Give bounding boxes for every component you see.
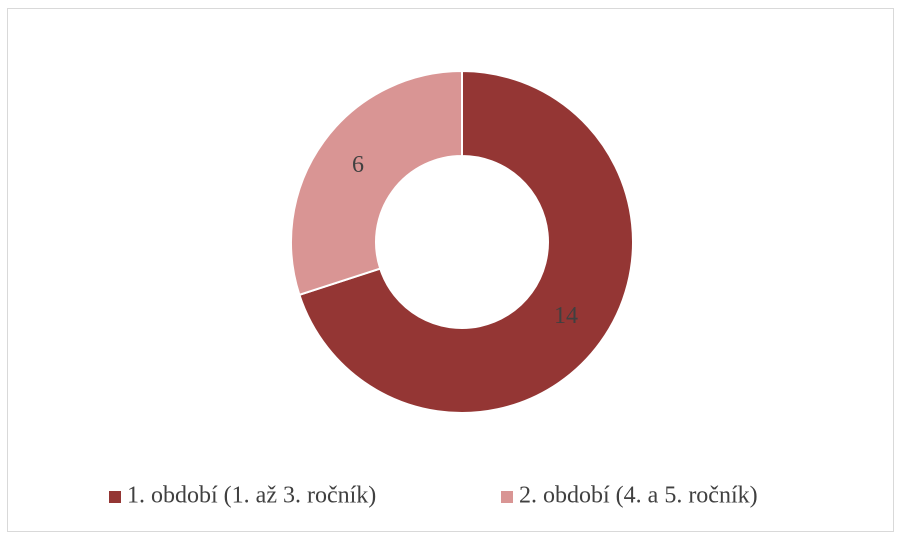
donut-slice bbox=[298, 69, 634, 414]
data-label: 14 bbox=[554, 303, 578, 329]
donut-slice bbox=[290, 69, 463, 297]
legend-swatch bbox=[109, 491, 121, 503]
legend-label: 2. období (4. a 5. ročník) bbox=[519, 483, 758, 509]
legend-swatch bbox=[501, 491, 513, 503]
legend-label: 1. období (1. až 3. ročník) bbox=[127, 483, 376, 509]
data-label: 6 bbox=[352, 152, 364, 178]
